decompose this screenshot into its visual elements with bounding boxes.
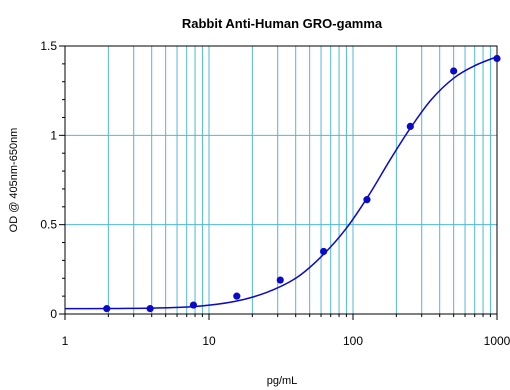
y-tick-label: 0.5 [40,218,57,232]
data-point [406,122,414,130]
x-tick-label: 1 [62,334,69,348]
y-tick-label: 0 [50,307,57,321]
plot-frame [64,45,498,315]
data-point [233,292,241,300]
chart-title: Rabbit Anti-Human GRO-gamma [182,16,383,31]
x-tick-label: 10 [202,334,216,348]
x-tick-labels: 1 10 100 1000 [62,334,510,348]
data-point [146,305,154,313]
data-point [450,67,458,75]
data-point [493,54,501,63]
fit-curve [64,56,498,310]
data-points [103,54,501,313]
tick-marks [59,45,498,320]
y-tick-label: 1 [50,128,57,142]
x-axis-label: pg/mL [267,375,298,387]
y-tick-labels: 0 0.5 1 1.5 [40,39,57,321]
x-tick-label: 1000 [484,334,510,348]
data-point [103,305,111,313]
x-tick-label: 100 [343,334,363,348]
grid-lines [65,46,497,314]
data-point [276,276,284,284]
y-axis-label: OD @ 405nm-650nm [8,128,20,233]
y-tick-label: 1.5 [40,39,57,53]
data-point [320,247,328,256]
data-point [189,301,198,309]
data-point [363,196,371,204]
